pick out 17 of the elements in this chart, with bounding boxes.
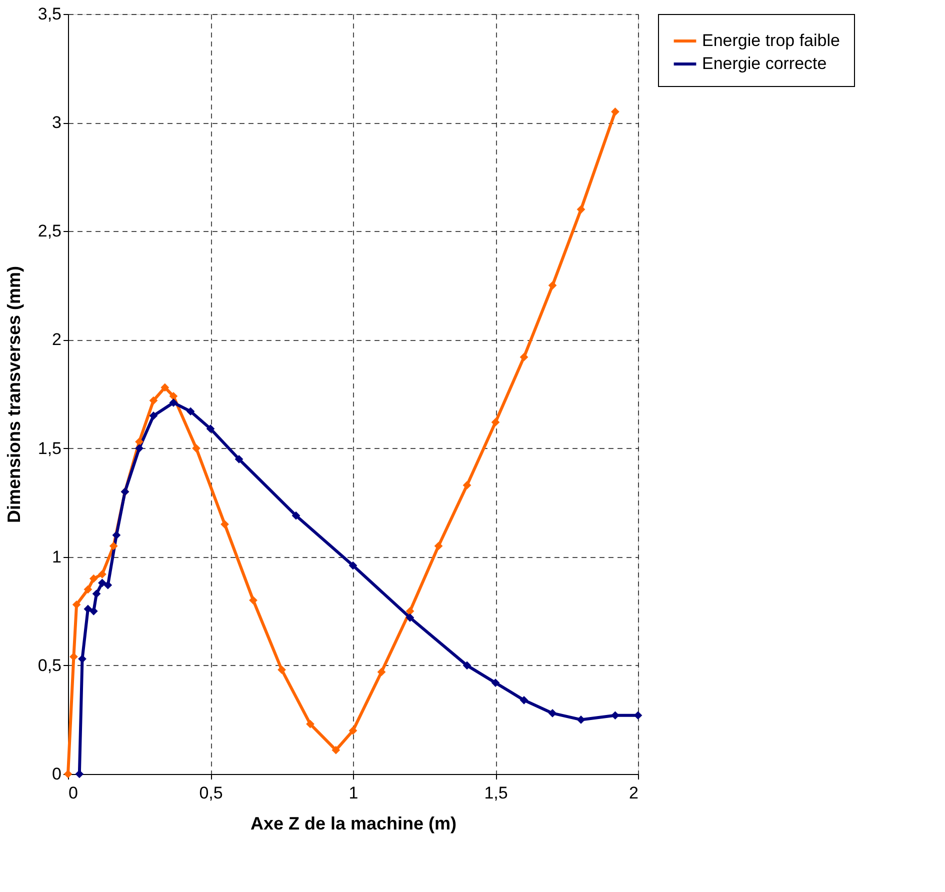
x-tick-label: 2 bbox=[629, 784, 638, 802]
y-tick-label: 0,5 bbox=[38, 656, 62, 675]
y-tick-label: 1,5 bbox=[38, 438, 62, 458]
y-tick-label: 2 bbox=[52, 330, 62, 350]
y-tick-label: 2,5 bbox=[38, 222, 62, 241]
x-tick-label: 1 bbox=[348, 784, 358, 802]
x-tick-label: 1,5 bbox=[484, 784, 508, 802]
x-axis-title: Axe Z de la machine (m) bbox=[250, 814, 457, 834]
legend-label: Energie trop faible bbox=[702, 31, 840, 50]
legend-label: Energie correcte bbox=[702, 54, 827, 73]
y-tick-label: 0 bbox=[52, 764, 62, 784]
y-tick-label: 3,5 bbox=[38, 4, 62, 24]
x-tick-label: 0,5 bbox=[199, 784, 223, 802]
y-axis-title: Dimensions transverses (mm) bbox=[4, 266, 24, 524]
y-tick-label: 3 bbox=[52, 113, 62, 132]
y-tick-label: 1 bbox=[52, 547, 62, 566]
x-tick-label: 0 bbox=[68, 784, 78, 802]
